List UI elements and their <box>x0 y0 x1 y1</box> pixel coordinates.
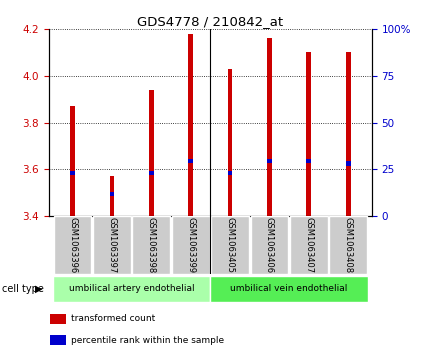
FancyBboxPatch shape <box>290 216 328 274</box>
Bar <box>346 52 351 216</box>
Bar <box>228 171 232 175</box>
Text: GSM1063398: GSM1063398 <box>147 217 156 273</box>
Text: cell type: cell type <box>2 284 44 294</box>
FancyBboxPatch shape <box>329 216 367 274</box>
Bar <box>188 34 193 216</box>
Bar <box>70 106 75 216</box>
Text: GSM1063396: GSM1063396 <box>68 217 77 273</box>
Bar <box>110 192 114 196</box>
Text: ▶: ▶ <box>35 284 43 294</box>
Bar <box>346 161 351 166</box>
FancyBboxPatch shape <box>53 276 210 302</box>
Bar <box>306 52 311 216</box>
Title: GDS4778 / 210842_at: GDS4778 / 210842_at <box>137 15 283 28</box>
Text: umbilical artery endothelial: umbilical artery endothelial <box>69 284 194 293</box>
Bar <box>50 314 66 324</box>
Text: GSM1063397: GSM1063397 <box>108 217 116 273</box>
Text: GSM1063399: GSM1063399 <box>186 217 195 273</box>
Bar <box>306 159 311 163</box>
Bar <box>188 159 193 163</box>
Text: transformed count: transformed count <box>71 314 156 323</box>
Bar <box>70 171 75 175</box>
Bar <box>50 335 66 345</box>
FancyBboxPatch shape <box>211 216 249 274</box>
Text: GSM1063405: GSM1063405 <box>226 217 235 273</box>
Text: percentile rank within the sample: percentile rank within the sample <box>71 336 224 344</box>
Bar <box>149 90 154 216</box>
Text: GSM1063407: GSM1063407 <box>304 217 313 273</box>
FancyBboxPatch shape <box>210 276 368 302</box>
FancyBboxPatch shape <box>54 216 91 274</box>
FancyBboxPatch shape <box>251 216 289 274</box>
Bar <box>267 159 272 163</box>
Bar <box>149 171 154 175</box>
Bar <box>267 38 272 216</box>
Text: umbilical vein endothelial: umbilical vein endothelial <box>230 284 348 293</box>
Text: GSM1063406: GSM1063406 <box>265 217 274 273</box>
FancyBboxPatch shape <box>172 216 210 274</box>
Bar <box>110 176 114 216</box>
FancyBboxPatch shape <box>132 216 170 274</box>
Bar <box>228 69 232 216</box>
FancyBboxPatch shape <box>93 216 131 274</box>
Text: GSM1063408: GSM1063408 <box>344 217 353 273</box>
